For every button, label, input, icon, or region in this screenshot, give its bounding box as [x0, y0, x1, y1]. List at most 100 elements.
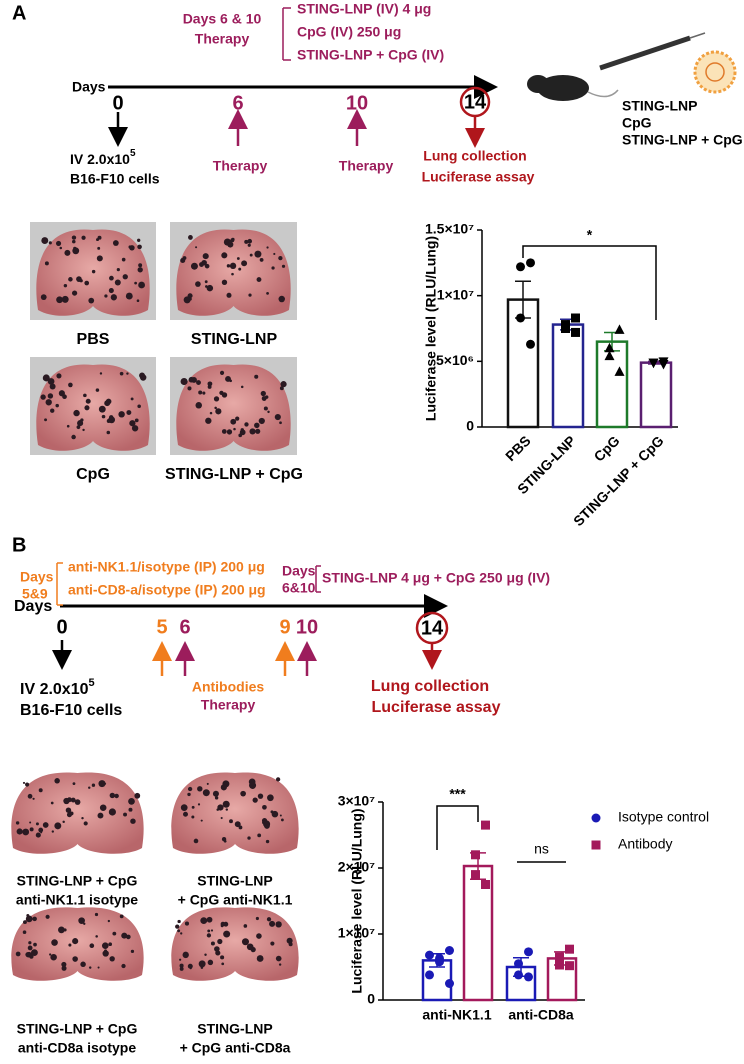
metastasis	[238, 433, 243, 438]
metastasis	[213, 396, 220, 402]
metastasis	[54, 822, 62, 830]
metastasis	[288, 942, 293, 947]
metastasis	[229, 379, 232, 383]
metastasis	[137, 267, 143, 273]
metastasis	[51, 830, 55, 833]
metastasis	[109, 275, 114, 281]
metastasis	[187, 386, 192, 391]
metastasis	[61, 295, 69, 303]
metastasis	[204, 263, 210, 269]
day: 14	[421, 617, 444, 639]
metastasis	[249, 428, 256, 435]
metastasis	[198, 960, 206, 968]
metastasis	[129, 245, 135, 251]
metastasis	[95, 388, 100, 392]
metastasis	[209, 411, 213, 415]
lung	[171, 907, 299, 981]
lung-photo	[30, 357, 156, 455]
data-point	[591, 813, 601, 823]
bar	[595, 340, 629, 429]
inoculation-exp: 5	[89, 677, 95, 689]
metastasis	[278, 295, 285, 303]
metastasis	[244, 239, 249, 244]
metastasis	[262, 804, 267, 810]
metastasis	[180, 932, 183, 935]
data-point	[526, 339, 535, 349]
metastasis	[125, 292, 133, 300]
metastasis	[254, 374, 259, 379]
metastasis	[229, 819, 233, 824]
metastasis	[56, 373, 62, 379]
metastasis	[244, 422, 249, 427]
metastasis	[281, 264, 286, 268]
metastasis	[71, 434, 76, 440]
metastasis	[180, 377, 188, 386]
metastasis	[89, 943, 95, 949]
metastasis	[202, 253, 209, 260]
photo-caption: + CpG anti-CD8a	[180, 1040, 291, 1056]
metastasis	[137, 244, 142, 250]
metastasis	[243, 924, 248, 928]
metastasis	[216, 808, 219, 811]
metastasis	[270, 941, 275, 946]
regimen: STING-LNP (IV) 4 μg	[297, 1, 431, 17]
metastasis	[195, 281, 201, 287]
metastasis	[32, 916, 37, 922]
panel-label: A	[12, 2, 26, 24]
lung-photo	[171, 907, 299, 981]
inoculation: IV 2.0x105	[70, 148, 136, 167]
metastasis	[63, 283, 68, 288]
data-point	[425, 950, 434, 960]
x-tick-label: anti-CD8a	[508, 1007, 574, 1023]
panel-a-timeline: A Days 6 & 10 Therapy STING-LNP (IV) 4 μ…	[12, 1, 743, 187]
metastasis	[76, 425, 81, 430]
metastasis	[204, 953, 207, 956]
metastasis	[35, 822, 39, 826]
metastasis	[59, 246, 63, 250]
annotation: ***	[449, 786, 466, 802]
metastasis	[248, 781, 257, 789]
metastasis	[233, 427, 236, 431]
metastasis	[29, 821, 32, 824]
metastasis	[236, 257, 240, 260]
metastasis	[214, 946, 220, 952]
data-point	[471, 850, 480, 860]
metastasis	[241, 938, 250, 946]
metastasis	[80, 418, 84, 422]
significance-bracket	[522, 245, 657, 320]
inoculation: B16-F10 cells	[20, 702, 122, 719]
metastasis	[69, 811, 74, 816]
metastasis	[63, 797, 70, 805]
metastasis	[134, 281, 137, 285]
metastasis	[240, 790, 246, 797]
metastasis	[130, 949, 135, 954]
metastasis	[206, 284, 214, 292]
data-point	[571, 313, 580, 323]
data-point	[514, 959, 523, 969]
metastasis	[105, 398, 112, 405]
metastasis	[210, 929, 214, 932]
endpoint: Lung collection	[371, 678, 489, 695]
panel-label: B	[12, 534, 26, 556]
metastasis	[248, 293, 252, 297]
metastasis	[183, 811, 188, 817]
header: Therapy	[195, 31, 250, 47]
metastasis	[226, 429, 233, 435]
metastasis	[50, 801, 54, 805]
metastasis	[138, 281, 146, 289]
day: 6	[232, 92, 243, 114]
metastasis	[249, 253, 253, 257]
metastasis	[187, 963, 193, 969]
data-point	[648, 358, 659, 369]
metastasis	[182, 951, 189, 959]
data-point	[516, 262, 525, 272]
metastasis	[49, 383, 56, 390]
metastasis	[97, 246, 101, 250]
metastasis	[68, 277, 73, 282]
metastasis	[275, 777, 281, 782]
metastasis	[83, 821, 88, 826]
metastasis	[221, 392, 228, 398]
metastasis	[128, 807, 133, 812]
metastasis	[260, 390, 266, 397]
day: 14	[464, 91, 487, 113]
